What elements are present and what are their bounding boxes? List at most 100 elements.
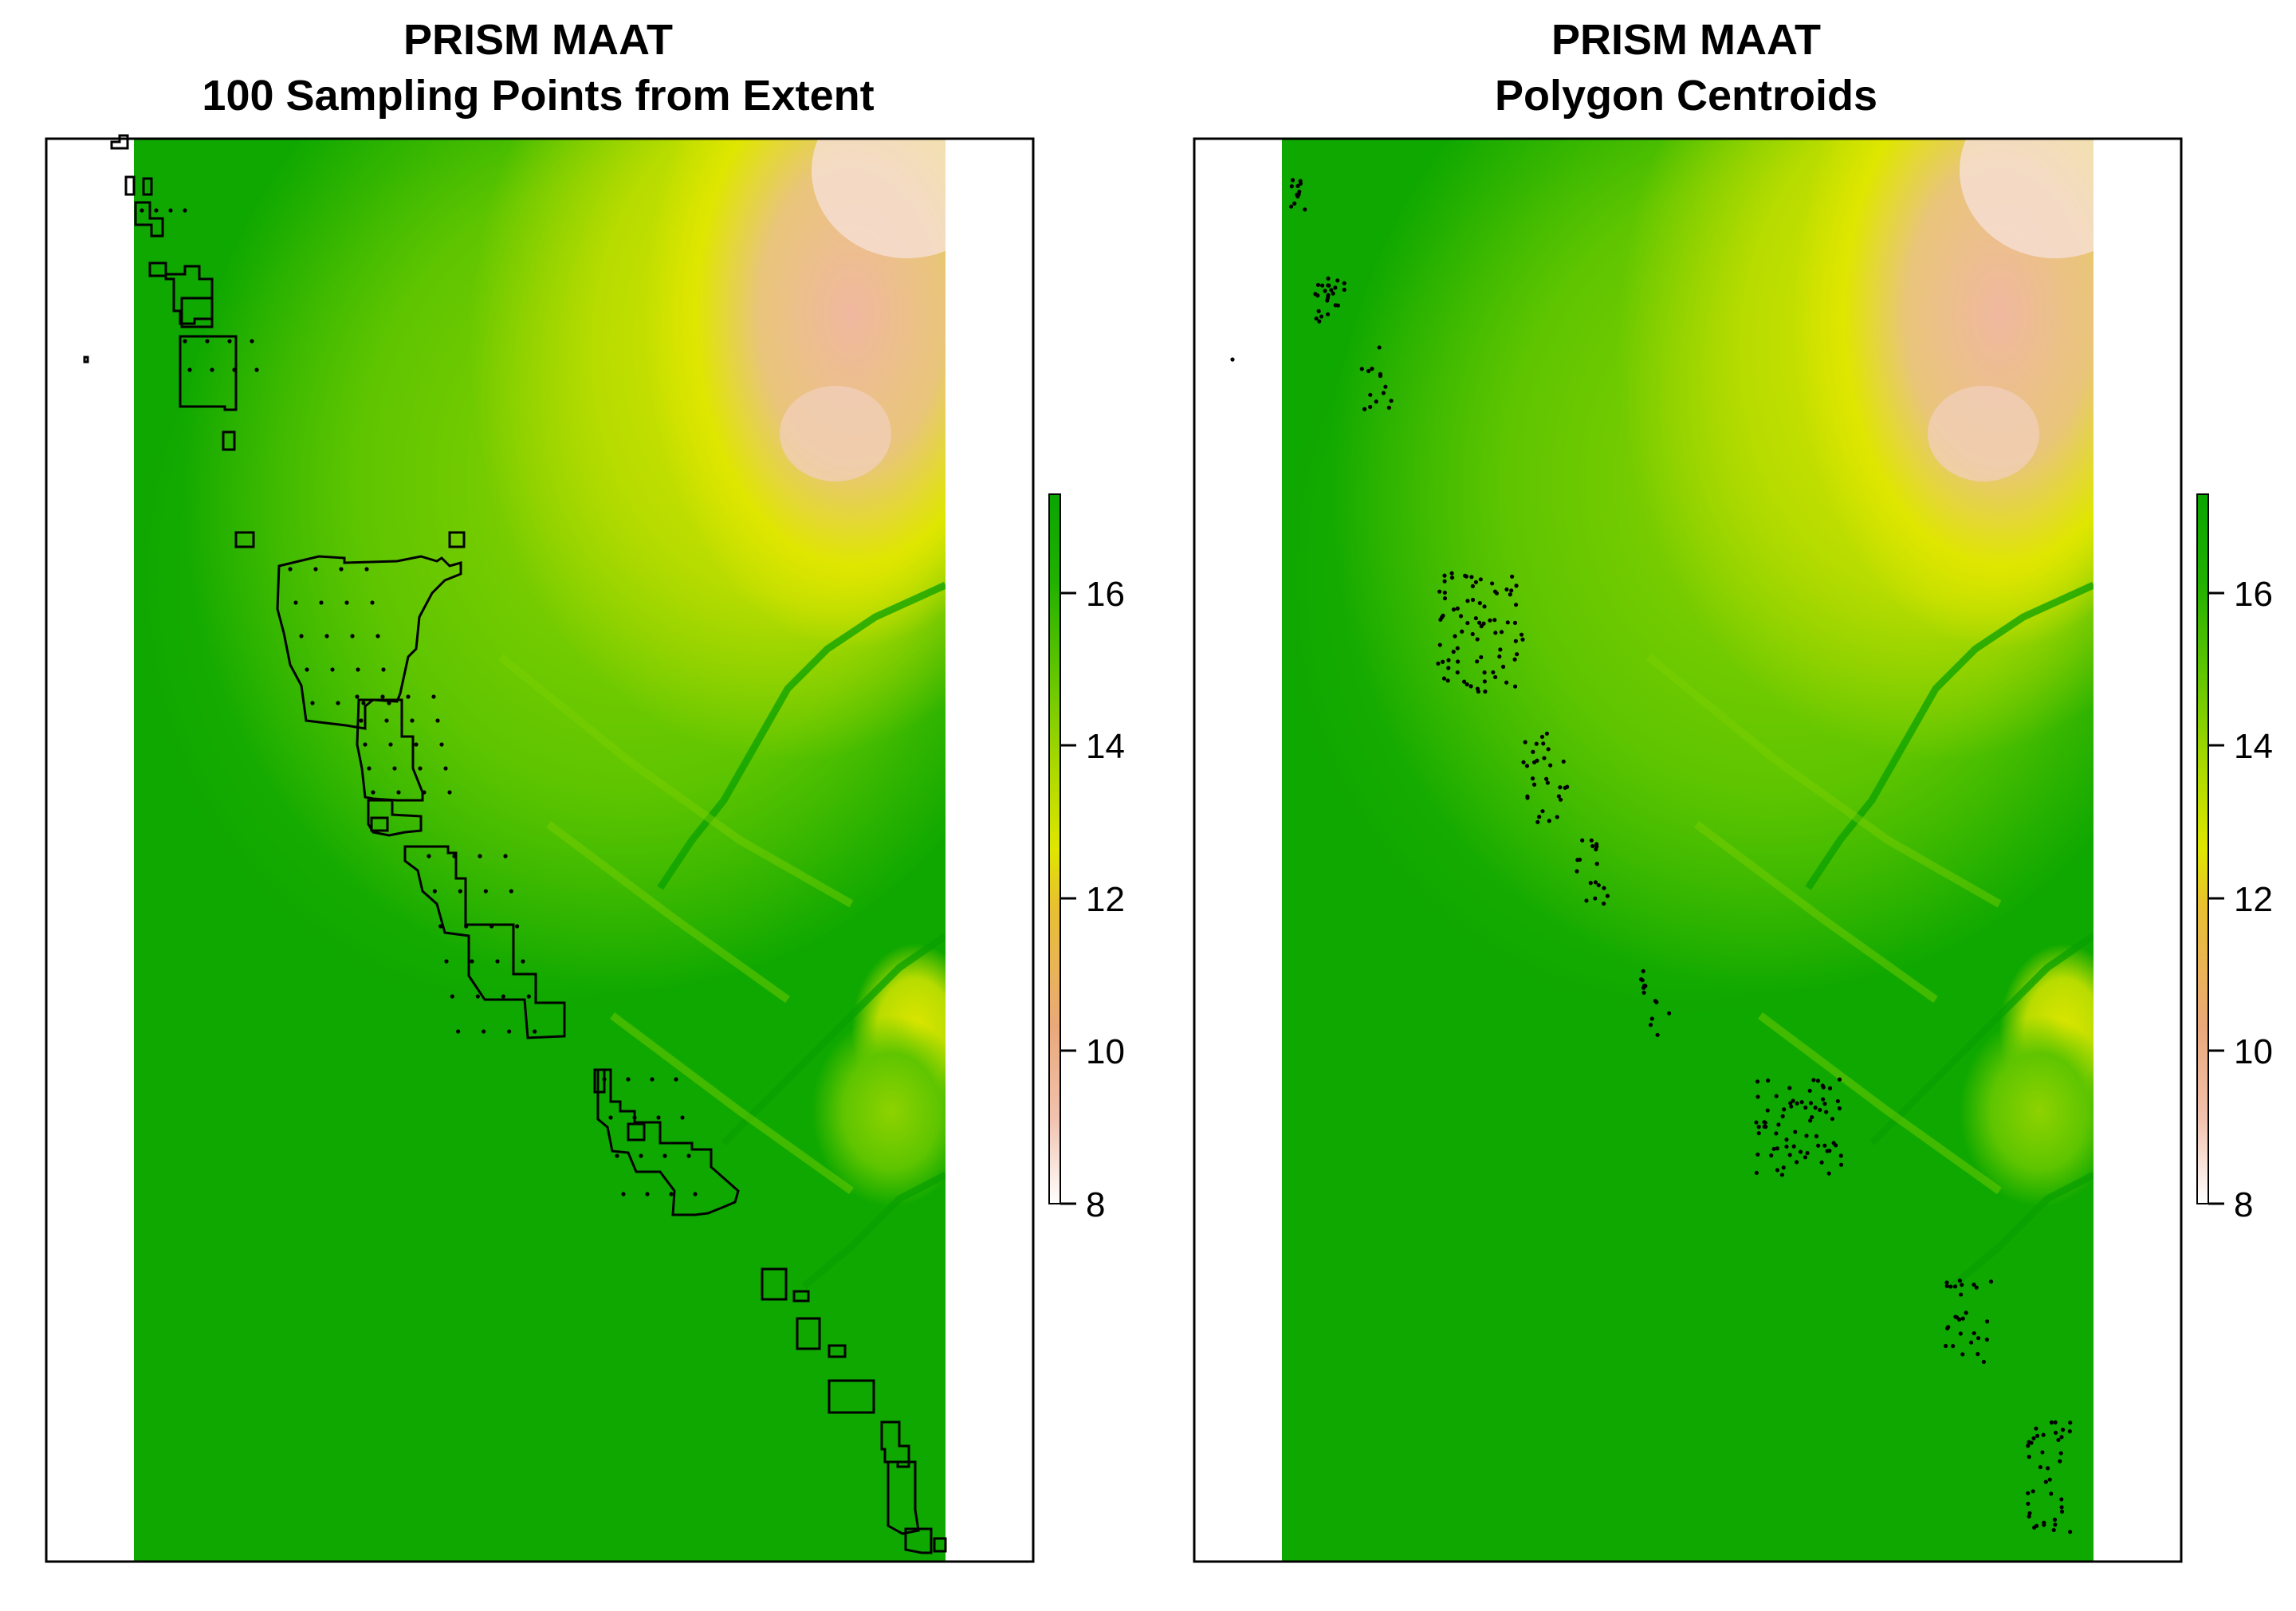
centroid-point	[1584, 898, 1589, 903]
sampling-point	[444, 959, 449, 964]
sampling-point	[381, 667, 386, 672]
centroid-point	[1588, 881, 1593, 886]
centroid-point	[1575, 858, 1580, 862]
centroid-point	[1821, 1097, 1826, 1102]
centroid-point	[1470, 631, 1475, 637]
centroid-point	[1290, 178, 1295, 183]
centroid-point	[1803, 1105, 1808, 1110]
centroid-point	[1470, 597, 1476, 603]
centroid-point	[2026, 1444, 2031, 1448]
centroid-point	[1780, 1114, 1785, 1118]
centroid-point	[1493, 631, 1498, 635]
centroid-point	[1531, 782, 1537, 787]
sampling-point	[438, 924, 443, 929]
polygon	[110, 134, 129, 150]
centroid-point	[1362, 407, 1367, 411]
centroid-point	[1824, 1110, 1829, 1114]
centroid-point	[1456, 659, 1461, 664]
centroid-point	[2053, 1523, 2058, 1527]
centroid-point	[2038, 1464, 2042, 1470]
centroid-point	[1981, 1359, 1987, 1365]
centroid-point	[1455, 646, 1460, 650]
centroid-point	[1525, 794, 1530, 799]
centroid-point	[1333, 303, 1338, 308]
colorbar-label-8: 8	[2234, 1185, 2253, 1224]
sampling-point	[330, 667, 335, 672]
centroid-point	[1831, 1141, 1836, 1145]
centroid-point	[2027, 1514, 2031, 1519]
panel-right-map	[1230, 0, 2255, 1562]
sampling-point	[669, 1192, 674, 1196]
centroid-point	[1374, 399, 1378, 404]
centroid-point	[2031, 1436, 2036, 1440]
polygon	[761, 1267, 788, 1301]
polygon	[356, 698, 424, 802]
centroid-point	[1539, 734, 1545, 739]
centroid-point	[1313, 292, 1318, 297]
centroid-point	[1512, 684, 1518, 689]
centroid-point	[2026, 1501, 2031, 1507]
centroid-point	[1756, 1125, 1761, 1130]
centroid-point	[1464, 682, 1469, 687]
centroid-point	[1534, 741, 1539, 746]
centroid-point	[1513, 603, 1519, 607]
centroid-point	[1944, 1280, 1949, 1285]
polygon	[796, 1317, 821, 1350]
centroid-point	[1476, 689, 1480, 694]
centroid-point	[1521, 760, 1526, 764]
polygon	[887, 1460, 920, 1535]
centroid-point	[1524, 764, 1530, 768]
sampling-point	[650, 1077, 655, 1082]
centroid-point	[1445, 678, 1450, 683]
colorbar-label-14: 14	[2234, 727, 2273, 766]
colorbar-label-14: 14	[1086, 727, 1125, 766]
centroid-point	[1441, 659, 1445, 664]
centroid-point	[1530, 776, 1535, 781]
centroid-point	[1755, 1152, 1760, 1157]
centroid-point	[1827, 1149, 1832, 1153]
centroid-point	[1837, 1106, 1842, 1111]
centroid-point	[1469, 575, 1474, 580]
centroid-point	[2034, 1523, 2039, 1528]
centroid-point	[1386, 405, 1391, 411]
centroid-point	[1381, 391, 1386, 395]
centroid-point	[1960, 1352, 1965, 1357]
centroid-point	[1292, 201, 1297, 206]
centroid-point	[1453, 634, 1457, 639]
centroid-point	[1838, 1162, 1844, 1167]
centroid-point	[1766, 1078, 1771, 1083]
centroid-point	[1298, 181, 1303, 186]
centroid-point	[1331, 291, 1335, 296]
sampling-point	[392, 766, 397, 771]
sampling-point	[464, 924, 469, 929]
sampling-point	[324, 634, 329, 639]
centroid-point	[1835, 1098, 1840, 1104]
centroid-point	[1437, 642, 1442, 647]
centroid-point	[1649, 1016, 1654, 1021]
centroid-point	[1451, 650, 1456, 654]
sampling-point	[293, 600, 298, 605]
centroid-point	[1442, 595, 1448, 601]
sampling-point	[319, 600, 324, 605]
sampling-point	[288, 567, 293, 572]
centroid-point	[1988, 1279, 1994, 1284]
centroid-point	[2034, 1426, 2038, 1431]
centroid-point	[1541, 741, 1546, 746]
centroid-point	[1319, 283, 1325, 288]
sampling-point	[489, 924, 494, 929]
centroid-point	[1640, 978, 1645, 983]
sampling-point	[693, 1192, 698, 1196]
sampling-point	[447, 790, 452, 795]
centroid-point	[1289, 184, 1294, 189]
centroid-point	[1948, 1284, 1953, 1289]
centroid-point	[1787, 1086, 1792, 1090]
centroid-point	[2059, 1497, 2064, 1502]
panel-left: PRISM MAAT 100 Sampling Points from Exte…	[45, 16, 1125, 1563]
centroid-point	[1976, 1352, 1980, 1357]
centroid-point	[1808, 1101, 1814, 1106]
centroid-point	[1667, 1011, 1672, 1016]
polygon	[627, 1122, 646, 1141]
centroid-point	[2047, 1477, 2052, 1482]
centroid-point	[1368, 392, 1373, 397]
